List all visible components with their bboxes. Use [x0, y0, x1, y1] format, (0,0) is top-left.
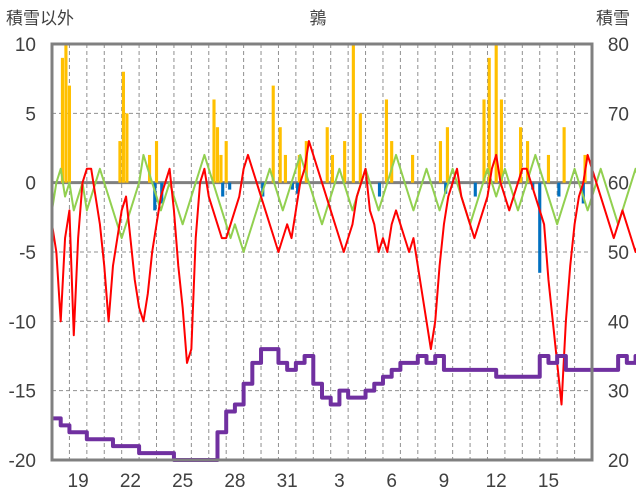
precip-bar — [215, 127, 220, 183]
x-tick-label: 25 — [172, 471, 193, 492]
negative-bar — [377, 182, 382, 197]
precip-bar — [67, 85, 71, 183]
negative-bar — [290, 182, 294, 190]
x-tick-label: 19 — [68, 471, 89, 492]
precip-bar — [482, 99, 486, 183]
precip-bar — [525, 141, 530, 183]
precip-bar — [325, 127, 329, 183]
negative-bar — [538, 182, 542, 273]
precip-bar — [271, 85, 275, 183]
precip-bar — [60, 57, 65, 183]
precip-bar — [499, 99, 503, 183]
precip-bar — [384, 99, 389, 183]
negative-bar — [581, 182, 585, 204]
x-tick-label: 6 — [386, 471, 397, 492]
right-tick-label: 70 — [608, 104, 629, 125]
left-tick-label: 0 — [25, 174, 36, 195]
x-tick-label: 12 — [486, 471, 507, 492]
right-tick-label: 20 — [608, 451, 629, 472]
precip-bar — [330, 154, 335, 183]
left-tick-label: -15 — [9, 382, 36, 403]
precip-bar — [390, 141, 394, 183]
precip-bar — [154, 141, 159, 183]
precip-bar — [411, 154, 415, 183]
precip-bar — [297, 154, 301, 183]
x-tick-label: 3 — [334, 471, 345, 492]
negative-bar — [228, 182, 232, 190]
x-tick-label: 31 — [277, 471, 298, 492]
precip-bar — [562, 127, 566, 183]
plot-frame — [50, 42, 594, 462]
right-tick-label: 60 — [608, 174, 629, 195]
precip-bar — [219, 154, 223, 183]
red-series-line — [51, 140, 636, 406]
negative-bar — [557, 182, 561, 197]
precip-bar — [494, 44, 498, 183]
right-axis-label: 積雪 — [596, 9, 630, 29]
right-tick-label: 80 — [608, 35, 629, 56]
x-tick-label: 9 — [439, 471, 450, 492]
green-series-line — [51, 153, 636, 253]
precip-bar — [487, 57, 491, 183]
precip-bar — [147, 154, 152, 183]
precip-bar — [212, 99, 216, 183]
left-tick-label: 5 — [25, 104, 36, 125]
left-tick-label: -20 — [9, 451, 36, 472]
x-tick-label: 28 — [224, 471, 245, 492]
negative-bar — [153, 182, 157, 211]
precip-bar — [343, 141, 347, 183]
precip-bar — [224, 141, 228, 183]
snow-depth-line — [52, 347, 636, 462]
negative-bar — [296, 182, 300, 194]
right-tick-label: 50 — [608, 243, 629, 264]
precip-bar — [118, 141, 122, 183]
chart-title: 鶉 — [310, 9, 327, 29]
left-tick-label: -10 — [9, 312, 36, 333]
negative-bar — [473, 182, 477, 197]
bar-marks — [60, 44, 587, 273]
precip-bar — [519, 127, 523, 183]
precip-bar — [358, 113, 362, 183]
line-marks — [51, 140, 636, 462]
right-tick-label: 40 — [608, 312, 629, 333]
negative-bar — [221, 182, 225, 197]
left-tick-label: -5 — [19, 243, 36, 264]
precip-bar — [351, 44, 355, 183]
x-tick-label: 15 — [538, 471, 559, 492]
precip-bar — [278, 127, 282, 183]
precip-bar — [121, 71, 125, 183]
precip-bar — [546, 154, 551, 183]
precip-bar — [445, 127, 449, 183]
right-tick-label: 30 — [608, 382, 629, 403]
x-tick-label: 22 — [120, 471, 141, 492]
precip-bar — [283, 154, 287, 183]
precip-bar — [125, 113, 129, 183]
precip-bar — [438, 141, 443, 183]
precip-bar — [64, 44, 68, 183]
left-tick-label: 10 — [15, 35, 36, 56]
left-axis-label: 積雪以外 — [6, 9, 74, 29]
